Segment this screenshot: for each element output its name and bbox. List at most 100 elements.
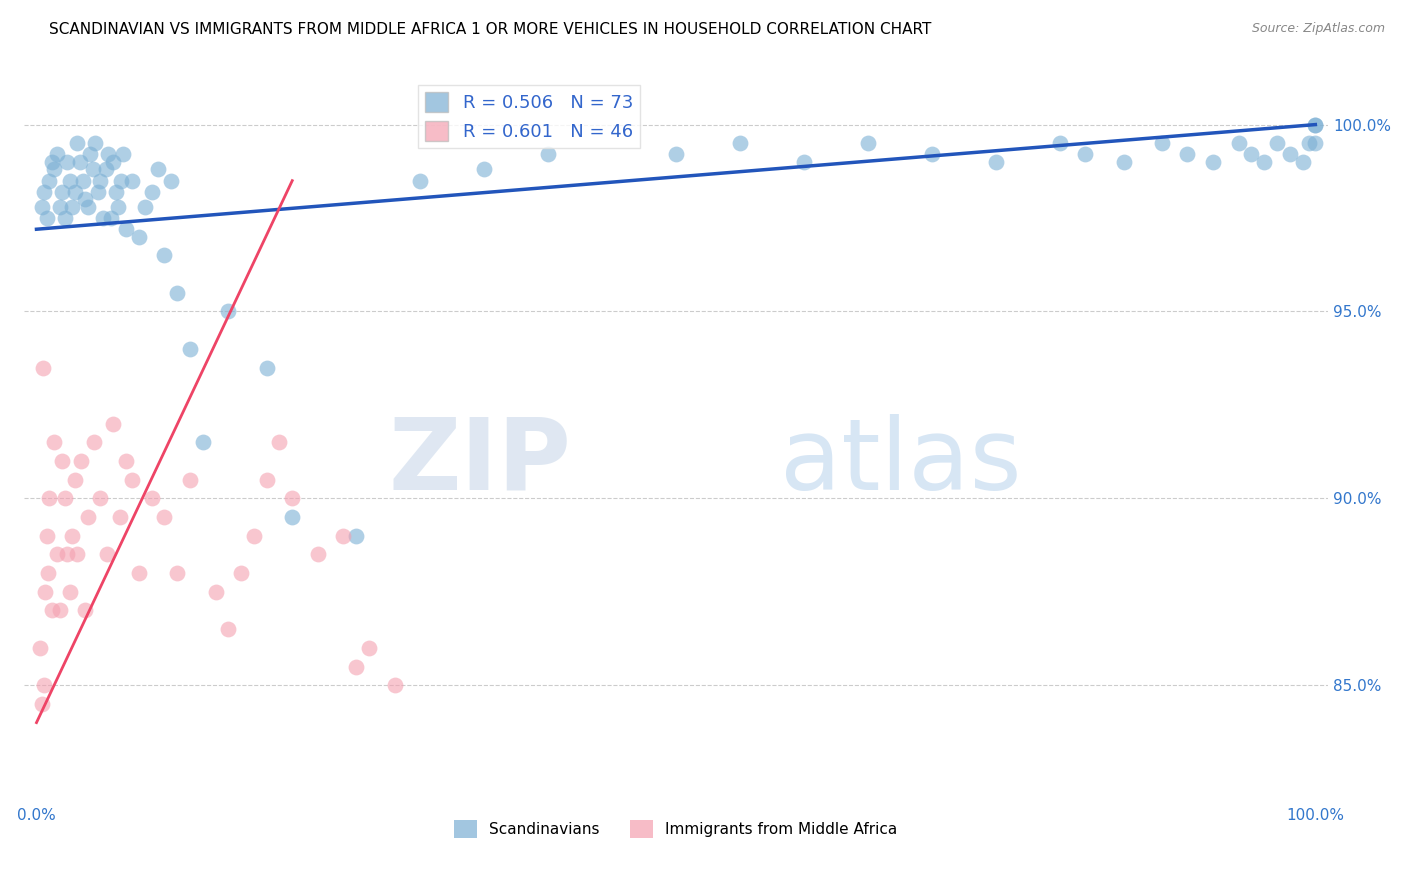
Immigrants from Middle Africa <box>128 566 150 580</box>
Scandinavians <box>1305 136 1327 151</box>
Immigrants from Middle Africa <box>108 510 131 524</box>
Scandinavians <box>82 162 104 177</box>
Scandinavians <box>72 174 94 188</box>
Scandinavians <box>921 147 943 161</box>
Text: ZIP: ZIP <box>388 414 572 510</box>
Scandinavians <box>1227 136 1250 151</box>
Immigrants from Middle Africa <box>217 622 239 636</box>
Scandinavians <box>115 222 138 236</box>
Legend: R = 0.506   N = 73, R = 0.601   N = 46: R = 0.506 N = 73, R = 0.601 N = 46 <box>418 85 640 148</box>
Immigrants from Middle Africa <box>103 417 125 431</box>
Scandinavians <box>107 200 129 214</box>
Scandinavians <box>44 162 66 177</box>
Immigrants from Middle Africa <box>281 491 304 506</box>
Scandinavians <box>45 147 67 161</box>
Immigrants from Middle Africa <box>332 529 354 543</box>
Immigrants from Middle Africa <box>256 473 278 487</box>
Immigrants from Middle Africa <box>166 566 188 580</box>
Scandinavians <box>66 136 89 151</box>
Scandinavians <box>1278 147 1301 161</box>
Immigrants from Middle Africa <box>75 603 97 617</box>
Scandinavians <box>121 174 143 188</box>
Scandinavians <box>1305 118 1327 132</box>
Scandinavians <box>146 162 169 177</box>
Scandinavians <box>1305 118 1327 132</box>
Immigrants from Middle Africa <box>121 473 143 487</box>
Immigrants from Middle Africa <box>66 548 89 562</box>
Scandinavians <box>75 192 97 206</box>
Scandinavians <box>344 529 367 543</box>
Scandinavians <box>41 155 63 169</box>
Scandinavians <box>728 136 751 151</box>
Scandinavians <box>59 174 82 188</box>
Scandinavians <box>56 155 79 169</box>
Scandinavians <box>84 136 107 151</box>
Immigrants from Middle Africa <box>70 454 93 468</box>
Immigrants from Middle Africa <box>357 640 380 655</box>
Immigrants from Middle Africa <box>76 510 98 524</box>
Scandinavians <box>665 147 688 161</box>
Scandinavians <box>984 155 1007 169</box>
Scandinavians <box>60 200 83 214</box>
Scandinavians <box>153 248 176 262</box>
Immigrants from Middle Africa <box>204 584 226 599</box>
Scandinavians <box>1074 147 1097 161</box>
Immigrants from Middle Africa <box>59 584 82 599</box>
Scandinavians <box>104 185 127 199</box>
Immigrants from Middle Africa <box>51 454 73 468</box>
Scandinavians <box>191 435 214 450</box>
Scandinavians <box>134 200 156 214</box>
Scandinavians <box>281 510 304 524</box>
Scandinavians <box>1291 155 1313 169</box>
Immigrants from Middle Africa <box>53 491 76 506</box>
Immigrants from Middle Africa <box>115 454 138 468</box>
Immigrants from Middle Africa <box>83 435 105 450</box>
Immigrants from Middle Africa <box>344 659 367 673</box>
Immigrants from Middle Africa <box>31 360 53 375</box>
Immigrants from Middle Africa <box>48 603 70 617</box>
Scandinavians <box>76 200 98 214</box>
Immigrants from Middle Africa <box>34 584 56 599</box>
Scandinavians <box>1240 147 1263 161</box>
Immigrants from Middle Africa <box>307 548 329 562</box>
Scandinavians <box>793 155 815 169</box>
Immigrants from Middle Africa <box>35 529 58 543</box>
Scandinavians <box>51 185 73 199</box>
Scandinavians <box>1202 155 1225 169</box>
Immigrants from Middle Africa <box>44 435 66 450</box>
Scandinavians <box>1049 136 1071 151</box>
Scandinavians <box>97 147 120 161</box>
Scandinavians <box>48 200 70 214</box>
Scandinavians <box>217 304 239 318</box>
Scandinavians <box>103 155 125 169</box>
Scandinavians <box>31 200 53 214</box>
Scandinavians <box>128 229 150 244</box>
Immigrants from Middle Africa <box>31 697 53 711</box>
Scandinavians <box>110 174 132 188</box>
Immigrants from Middle Africa <box>269 435 291 450</box>
Text: SCANDINAVIAN VS IMMIGRANTS FROM MIDDLE AFRICA 1 OR MORE VEHICLES IN HOUSEHOLD CO: SCANDINAVIAN VS IMMIGRANTS FROM MIDDLE A… <box>49 22 932 37</box>
Immigrants from Middle Africa <box>37 566 59 580</box>
Text: atlas: atlas <box>780 414 1022 510</box>
Immigrants from Middle Africa <box>153 510 176 524</box>
Scandinavians <box>112 147 135 161</box>
Immigrants from Middle Africa <box>384 678 406 692</box>
Scandinavians <box>537 147 560 161</box>
Scandinavians <box>69 155 91 169</box>
Immigrants from Middle Africa <box>30 640 52 655</box>
Scandinavians <box>91 211 114 225</box>
Scandinavians <box>100 211 122 225</box>
Immigrants from Middle Africa <box>38 491 60 506</box>
Scandinavians <box>1177 147 1199 161</box>
Scandinavians <box>63 185 86 199</box>
Immigrants from Middle Africa <box>56 548 79 562</box>
Scandinavians <box>89 174 111 188</box>
Scandinavians <box>256 360 278 375</box>
Scandinavians <box>1150 136 1173 151</box>
Immigrants from Middle Africa <box>63 473 86 487</box>
Scandinavians <box>166 285 188 300</box>
Scandinavians <box>1298 136 1320 151</box>
Scandinavians <box>1265 136 1288 151</box>
Immigrants from Middle Africa <box>32 678 55 692</box>
Scandinavians <box>409 174 432 188</box>
